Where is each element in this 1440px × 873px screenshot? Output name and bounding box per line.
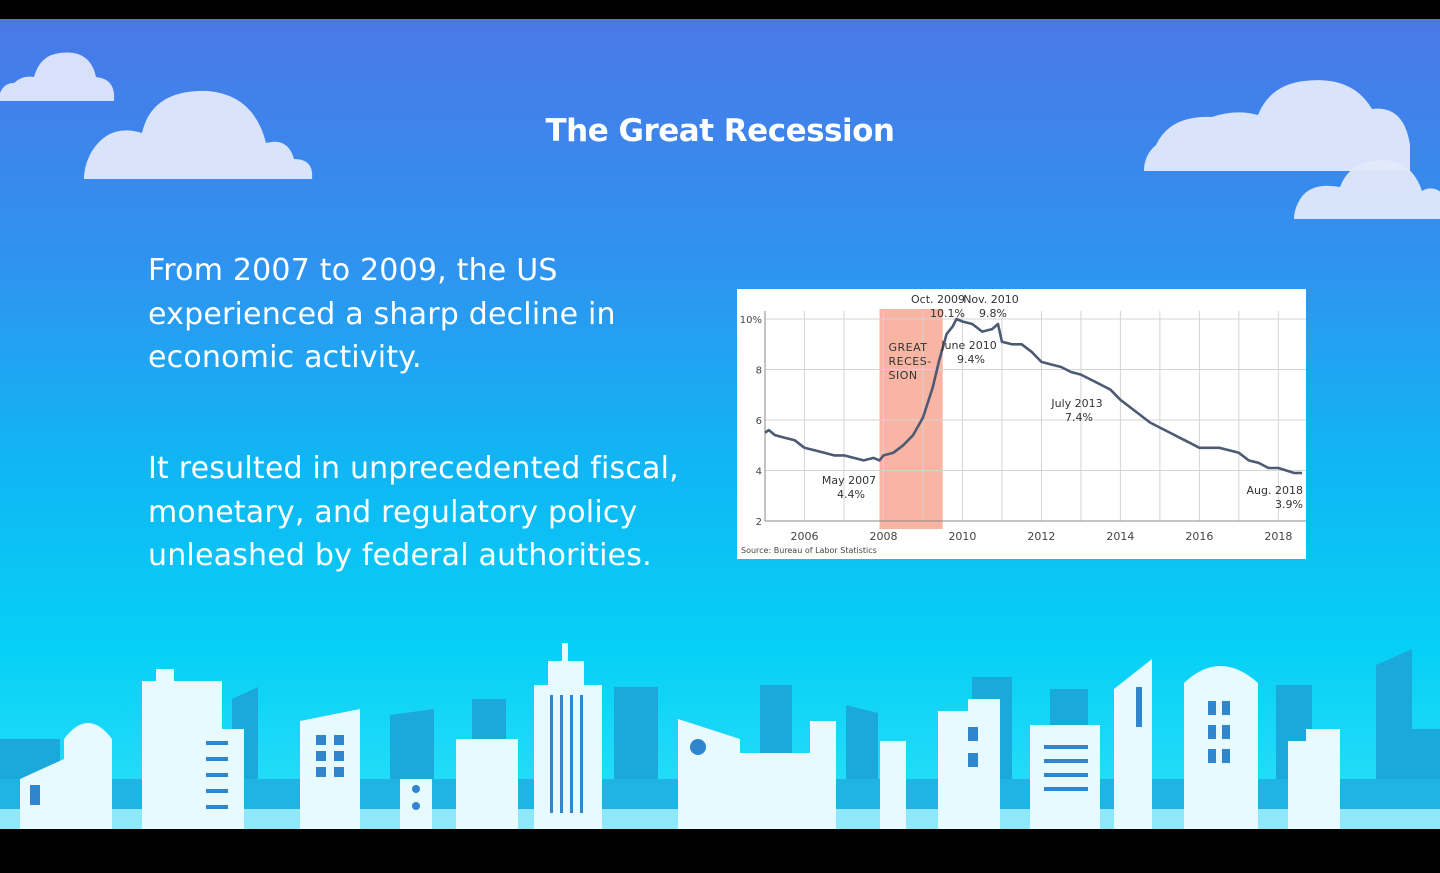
y-tick-label: 4: [756, 467, 762, 478]
annotation-label: Oct. 2009: [911, 293, 965, 306]
city-skyline-illustration: [0, 643, 1440, 829]
annotation-label: 9.8%: [979, 307, 1007, 320]
recession-label: GREAT: [889, 341, 928, 354]
x-tick-label: 2012: [1027, 530, 1055, 543]
annotation-label: 3.9%: [1275, 498, 1303, 511]
annotation-label: 7.4%: [1065, 411, 1093, 424]
annotation-label: Aug. 2018: [1247, 484, 1303, 497]
cloud-icon: [84, 90, 313, 179]
annotation-label: May 2007: [822, 474, 876, 487]
annotation-label: 4.4%: [837, 488, 865, 501]
y-tick-label: 8: [756, 366, 762, 377]
body-paragraph-1: From 2007 to 2009, the US experienced a …: [148, 253, 616, 375]
slide-title: The Great Recession: [545, 113, 895, 149]
unemployment-chart: 10% 8 6 4 2 2006 2008 2010 2012 2014 2016 2018 GREAT…: [737, 289, 1306, 559]
x-tick-label: 2010: [948, 530, 976, 543]
recession-shaded-region: [879, 309, 943, 529]
x-tick-label: 2008: [869, 530, 897, 543]
y-tick-label: 10%: [740, 315, 762, 326]
recession-label: RECES-: [889, 355, 932, 368]
x-tick-label: 2016: [1185, 530, 1213, 543]
unemployment-rate-line: [764, 317, 1303, 475]
annotation-label: 9.4%: [957, 353, 985, 366]
chart-svg: 10% 8 6 4 2 2006 2008 2010 2012 2014 2016 2018 GREAT…: [740, 293, 1306, 555]
cloud-icon: [1294, 160, 1440, 219]
y-tick-label: 6: [756, 416, 762, 427]
x-tick-label: 2014: [1106, 530, 1134, 543]
recession-label: SION: [889, 369, 918, 382]
annotation-label: 10.1%: [930, 307, 965, 320]
annotation-label: July 2013: [1050, 397, 1102, 410]
x-tick-label: 2018: [1264, 530, 1292, 543]
chart-source-label: Source: Bureau of Labor Statistics: [741, 546, 877, 555]
body-paragraph-2: It resulted in unprecedented fiscal, mon…: [148, 451, 679, 573]
slide: The Great Recession From 2007 to 2009, t…: [0, 19, 1440, 829]
annotation-label: June 2010: [940, 339, 996, 352]
annotation-label: Nov. 2010: [963, 293, 1019, 306]
y-tick-label: 2: [756, 517, 762, 528]
x-tick-label: 2006: [790, 530, 818, 543]
cloud-icon: [0, 52, 115, 101]
cloud-icon: [1144, 80, 1410, 171]
